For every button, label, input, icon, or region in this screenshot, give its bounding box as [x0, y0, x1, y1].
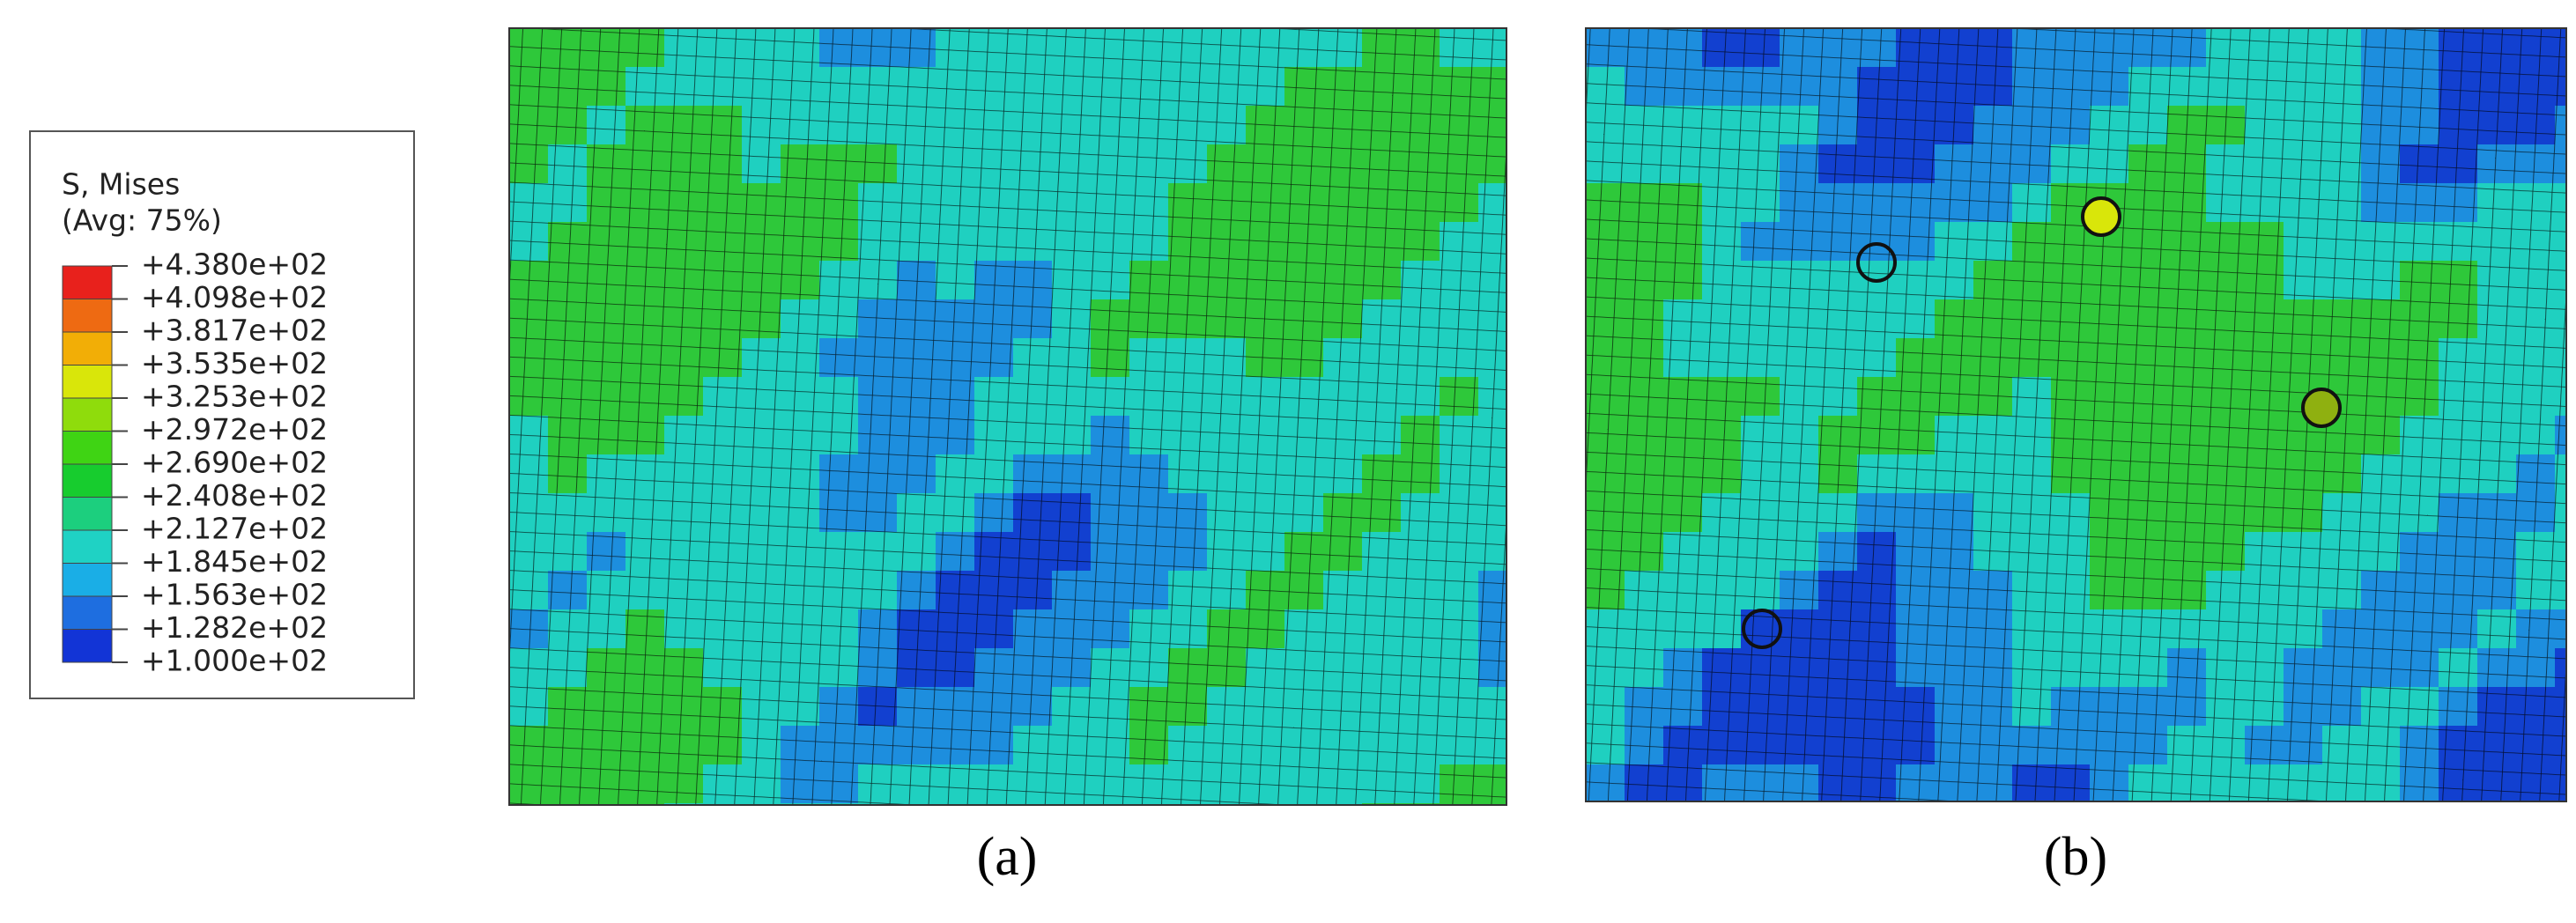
mesh-patch [587, 803, 626, 805]
legend-swatch [62, 299, 113, 333]
legend-swatch [62, 463, 113, 498]
mesh-patch [781, 803, 820, 805]
mesh-patch [509, 803, 549, 805]
mesh-patch [1284, 803, 1324, 805]
legend-label: +3.817e+02 [141, 314, 328, 348]
legend-swatch [62, 529, 113, 564]
mesh-overlay [1585, 27, 2567, 802]
legend-label: +2.690e+02 [141, 446, 328, 480]
legend-swatch [62, 397, 113, 432]
legend-swatch [62, 431, 113, 465]
panel-caption: (b) [2044, 827, 2107, 887]
panel-caption: (a) [977, 827, 1038, 887]
mesh-patch [1207, 803, 1247, 805]
mesh-patch [1052, 803, 1092, 805]
legend-title: S, Mises [62, 167, 180, 202]
legend-label: +4.098e+02 [141, 280, 328, 314]
highlight-circle [1742, 609, 1782, 649]
mesh-patch [897, 803, 936, 805]
legend-label: +1.845e+02 [141, 544, 328, 579]
mesh-patch [1129, 803, 1169, 805]
highlight-circle [2301, 388, 2342, 428]
legend-swatch [62, 331, 113, 366]
highlight-circle [1856, 242, 1897, 283]
mesh-patch [1401, 803, 1440, 805]
mesh-patch [664, 803, 704, 805]
mesh-patch [625, 803, 665, 805]
mesh-patch [1246, 803, 1285, 805]
highlight-circle [2081, 196, 2121, 237]
mesh-patch [742, 803, 781, 805]
legend-label: +3.535e+02 [141, 346, 328, 380]
mesh-patch [858, 803, 898, 805]
mesh-patch [1440, 803, 1479, 805]
legend-swatch [62, 265, 113, 299]
legend-swatch [62, 563, 113, 597]
legend-swatch [62, 595, 113, 630]
legend-swatch [62, 629, 113, 663]
mesh-patch [1362, 803, 1402, 805]
mesh-overlay [508, 27, 1507, 806]
legend-swatch [62, 497, 113, 531]
legend-scale: +4.380e+02+4.098e+02+3.817e+02+3.535e+02… [62, 247, 328, 678]
legend-label: +3.253e+02 [141, 380, 328, 414]
legend-subtitle: (Avg: 75%) [62, 203, 222, 238]
legend-label: +2.127e+02 [141, 512, 328, 546]
mesh-patch [936, 803, 975, 805]
legend-label: +4.380e+02 [141, 247, 328, 282]
legend-swatch [62, 365, 113, 399]
mesh-patch [1323, 803, 1363, 805]
legend-label: +2.972e+02 [141, 412, 328, 447]
mesh-patch [548, 803, 588, 805]
mesh-patch [1168, 803, 1208, 805]
legend-label: +1.282e+02 [141, 610, 328, 645]
mesh-patch [703, 803, 743, 805]
legend-label: +1.000e+02 [141, 644, 328, 678]
highlight-circles [1742, 196, 2342, 649]
mesh-patch [1091, 803, 1130, 805]
mesh-patch [819, 803, 859, 805]
mesh-patch [1478, 803, 1506, 805]
legend-label: +1.563e+02 [141, 578, 328, 612]
legend-label: +2.408e+02 [141, 478, 328, 513]
